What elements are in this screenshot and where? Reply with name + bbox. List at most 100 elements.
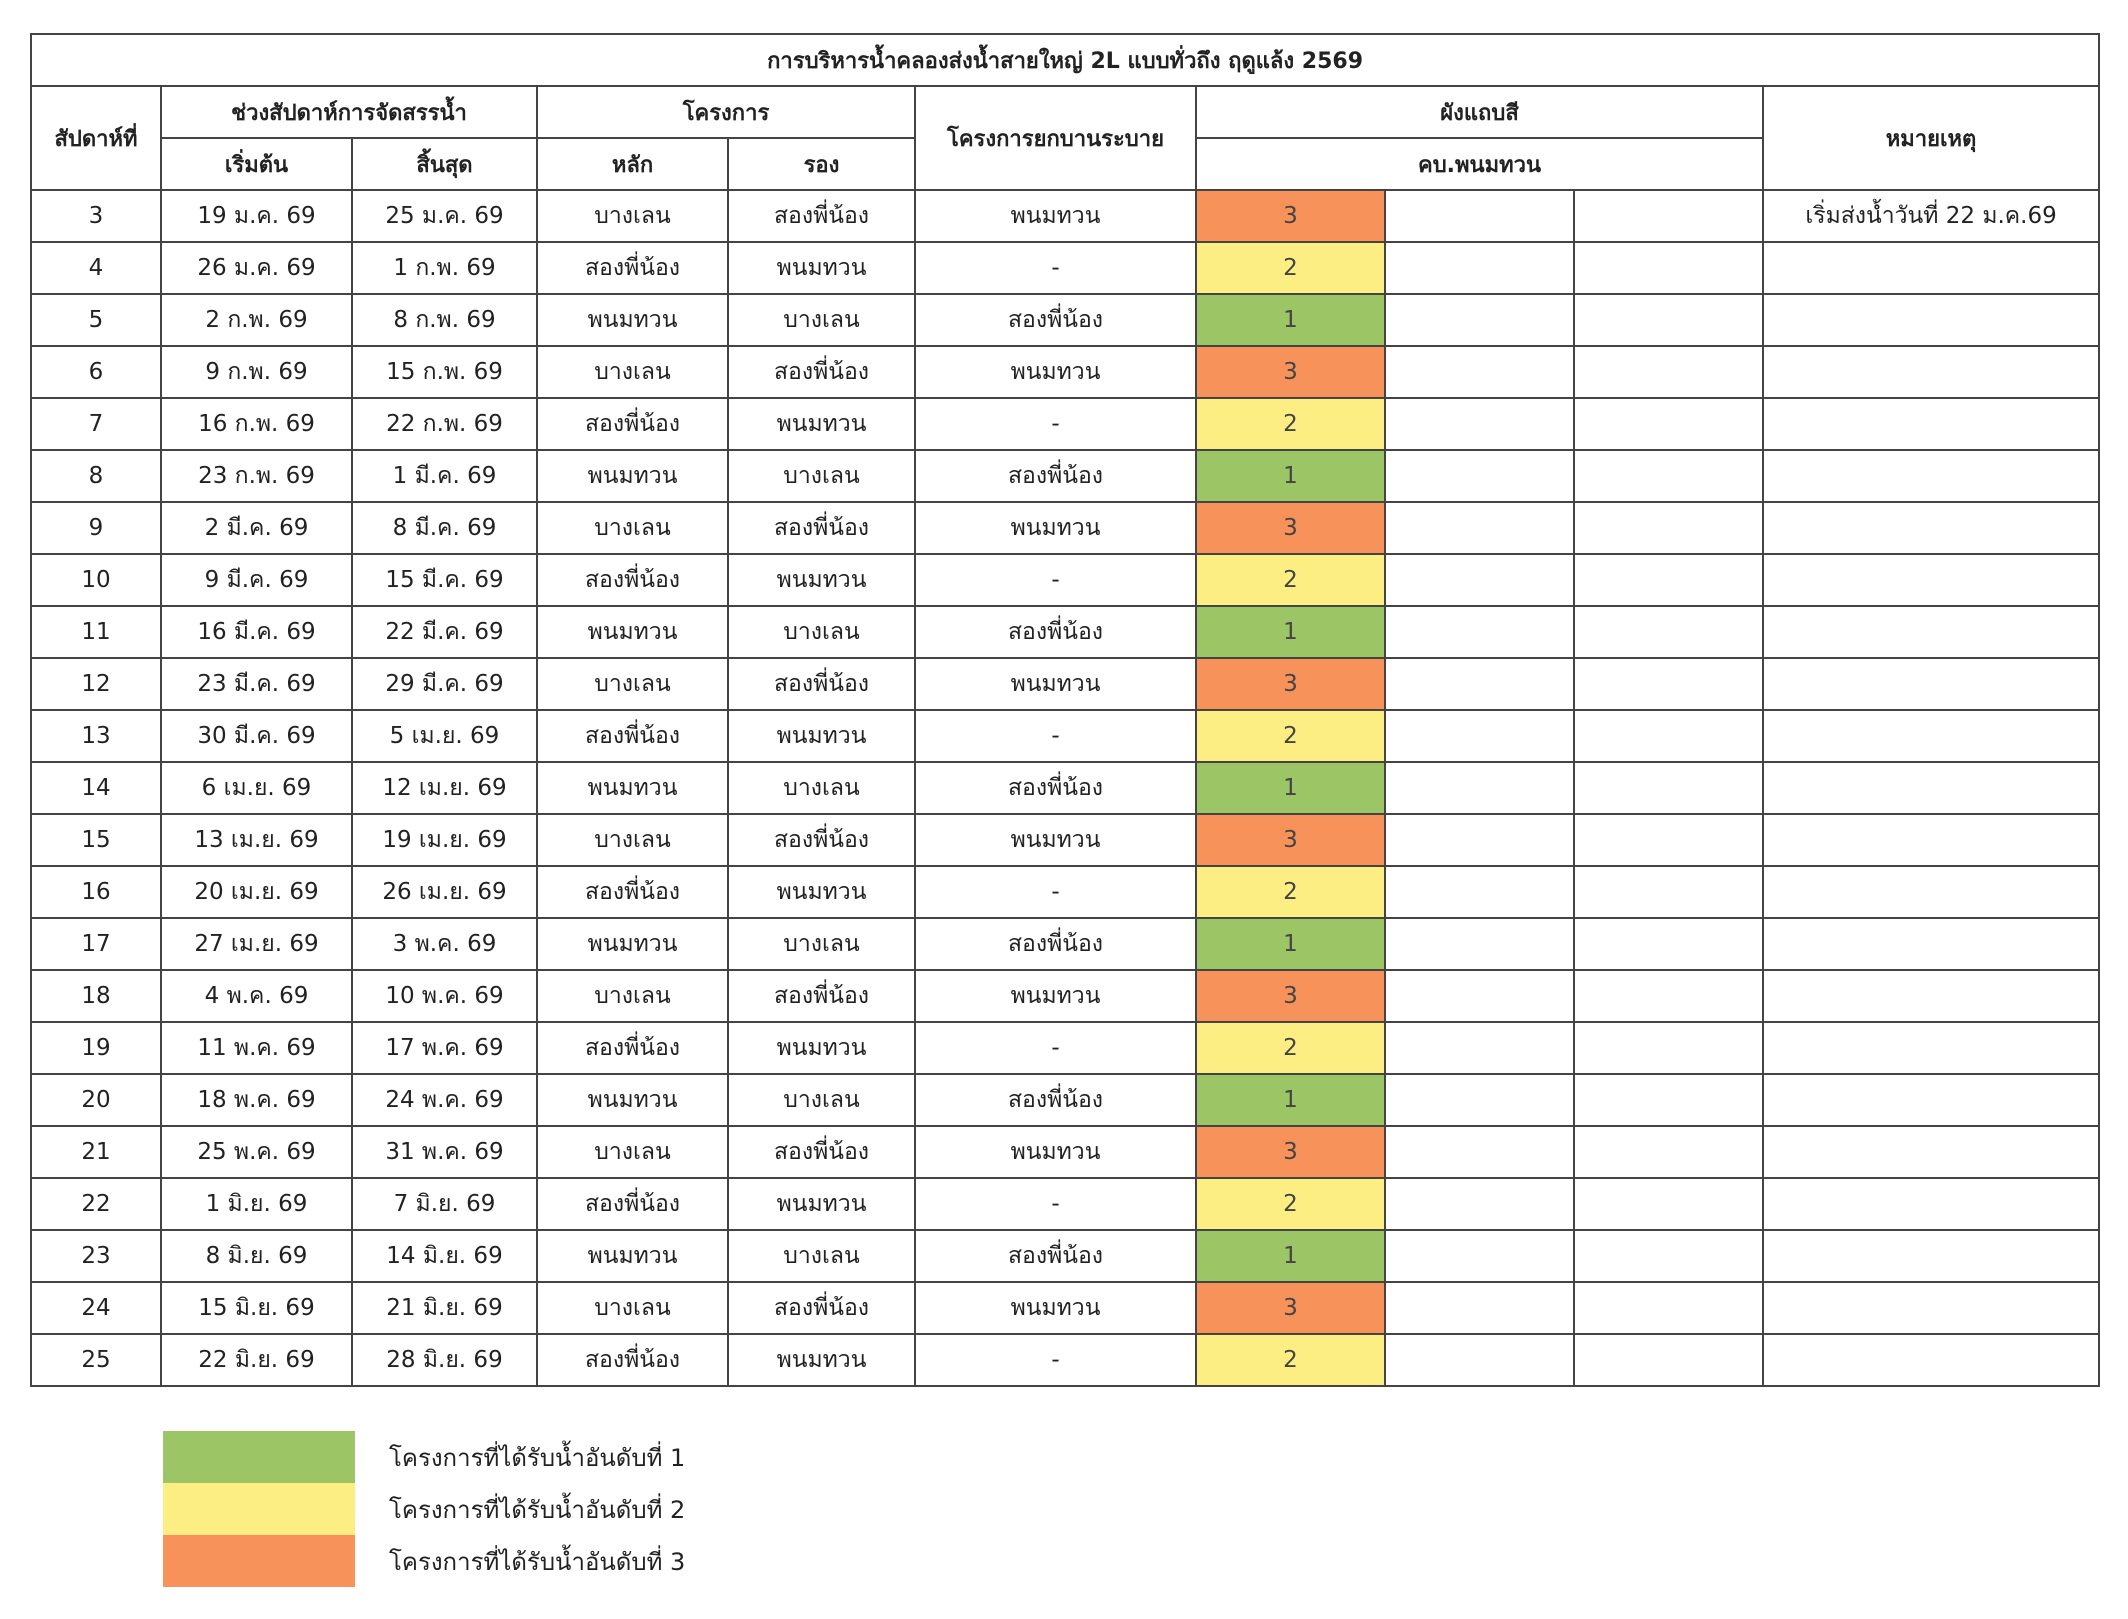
secondary-project-cell: สองพี่น้อง	[727, 1125, 916, 1179]
end-date-cell: 24 พ.ค. 69	[351, 1073, 538, 1127]
rank-color-cell: 3	[1195, 1125, 1386, 1179]
table-row: 13 30 มี.ค. 69 5 เม.ย. 69 สองพี่น้อง พนมทวน -…	[30, 709, 2101, 763]
secondary-project-cell: สองพี่น้อง	[727, 657, 916, 711]
start-date-cell: 18 พ.ค. 69	[160, 1073, 353, 1127]
remark-cell	[1761, 1177, 2101, 1231]
remark-cell	[1761, 397, 2101, 451]
end-date-cell: 1 ก.พ. 69	[351, 241, 538, 295]
start-date-cell: 15 มิ.ย. 69	[160, 1281, 353, 1335]
secondary-project-cell: พนมทวน	[727, 1333, 916, 1387]
table-row: 19 11 พ.ค. 69 17 พ.ค. 69 สองพี่น้อง พนมทวน -2	[30, 1021, 2101, 1075]
color-cell-empty	[1384, 761, 1575, 815]
table-row: 16 20 เม.ย. 69 26 เม.ย. 69 สองพี่น้อง พนมทวน…	[30, 865, 2101, 919]
color-cell-empty	[1573, 1333, 1764, 1387]
rank-color-cell: 1	[1195, 1229, 1386, 1283]
rank-color-cell: 1	[1195, 1073, 1386, 1127]
rank-color-cell: 1	[1195, 293, 1386, 347]
pump-project-cell: พนมทวน	[914, 501, 1197, 555]
start-date-cell: 20 เม.ย. 69	[160, 865, 353, 919]
color-cell-empty	[1384, 657, 1575, 711]
header-start: เริ่มต้น	[160, 137, 353, 191]
table-row: 18 4 พ.ค. 69 10 พ.ค. 69 บางเลน สองพี่น้อง พนม…	[30, 969, 2101, 1023]
start-date-cell: 25 พ.ค. 69	[160, 1125, 353, 1179]
pump-project-cell: พนมทวน	[914, 189, 1197, 243]
remark-cell	[1761, 1073, 2101, 1127]
secondary-project-cell: สองพี่น้อง	[727, 1281, 916, 1335]
start-date-cell: 16 มี.ค. 69	[160, 605, 353, 659]
color-cell-empty	[1384, 917, 1575, 971]
remark-cell	[1761, 501, 2101, 555]
table-row: 23 8 มิ.ย. 69 14 มิ.ย. 69 พนมทวน บางเลน สองพี…	[30, 1229, 2101, 1283]
rank-color-cell: 3	[1195, 189, 1386, 243]
start-date-cell: 26 ม.ค. 69	[160, 241, 353, 295]
secondary-project-cell: บางเลน	[727, 605, 916, 659]
color-cell-empty	[1384, 501, 1575, 555]
rank-color-cell: 3	[1195, 657, 1386, 711]
secondary-project-cell: บางเลน	[727, 293, 916, 347]
header-week: สัปดาห์ที่	[30, 85, 162, 191]
remark-cell	[1761, 241, 2101, 295]
end-date-cell: 1 มี.ค. 69	[351, 449, 538, 503]
header-color-chart: ผังแถบสี	[1195, 85, 1764, 139]
end-date-cell: 5 เม.ย. 69	[351, 709, 538, 763]
pump-project-cell: -	[914, 1333, 1197, 1387]
main-project-cell: บางเลน	[536, 1281, 729, 1335]
end-date-cell: 31 พ.ค. 69	[351, 1125, 538, 1179]
main-project-cell: สองพี่น้อง	[536, 865, 729, 919]
main-project-cell: สองพี่น้อง	[536, 553, 729, 607]
rank-color-cell: 2	[1195, 241, 1386, 295]
rank-color-cell: 2	[1195, 865, 1386, 919]
header-main: หลัก	[536, 137, 729, 191]
secondary-project-cell: บางเลน	[727, 1229, 916, 1283]
remark-cell	[1761, 449, 2101, 503]
main-project-cell: บางเลน	[536, 813, 729, 867]
start-date-cell: 19 ม.ค. 69	[160, 189, 353, 243]
end-date-cell: 21 มิ.ย. 69	[351, 1281, 538, 1335]
color-cell-empty	[1384, 865, 1575, 919]
color-cell-empty	[1573, 1073, 1764, 1127]
end-date-cell: 26 เม.ย. 69	[351, 865, 538, 919]
rank-color-cell: 1	[1195, 605, 1386, 659]
rank-color-cell: 2	[1195, 1021, 1386, 1075]
week-cell: 11	[30, 605, 162, 659]
color-cell-empty	[1384, 709, 1575, 763]
header-period: ช่วงสัปดาห์การจัดสรรน้ำ	[160, 85, 538, 139]
week-cell: 4	[30, 241, 162, 295]
pump-project-cell: พนมทวน	[914, 657, 1197, 711]
main-project-cell: บางเลน	[536, 501, 729, 555]
color-cell-empty	[1384, 241, 1575, 295]
pump-project-cell: -	[914, 1177, 1197, 1231]
remark-cell	[1761, 813, 2101, 867]
main-project-cell: พนมทวน	[536, 605, 729, 659]
main-project-cell: สองพี่น้อง	[536, 1177, 729, 1231]
color-legend: โครงการที่ได้รับน้ำอันดับที่ 1 โครงการที่…	[163, 1431, 685, 1587]
pump-project-cell: สองพี่น้อง	[914, 1073, 1197, 1127]
week-cell: 23	[30, 1229, 162, 1283]
legend-swatch	[163, 1483, 355, 1535]
color-cell-empty	[1384, 553, 1575, 607]
main-project-cell: พนมทวน	[536, 1229, 729, 1283]
rank-color-cell: 3	[1195, 501, 1386, 555]
header-canal: คบ.พนมทวน	[1195, 137, 1764, 191]
start-date-cell: 23 ก.พ. 69	[160, 449, 353, 503]
secondary-project-cell: สองพี่น้อง	[727, 813, 916, 867]
rank-color-cell: 3	[1195, 813, 1386, 867]
main-project-cell: บางเลน	[536, 657, 729, 711]
remark-cell	[1761, 1021, 2101, 1075]
color-cell-empty	[1384, 605, 1575, 659]
secondary-project-cell: พนมทวน	[727, 241, 916, 295]
color-cell-empty	[1573, 1177, 1764, 1231]
secondary-project-cell: บางเลน	[727, 1073, 916, 1127]
secondary-project-cell: บางเลน	[727, 917, 916, 971]
main-project-cell: สองพี่น้อง	[536, 1021, 729, 1075]
table-row: 8 23 ก.พ. 69 1 มี.ค. 69 พนมทวน บางเลน สองพี่น…	[30, 449, 2101, 503]
legend-item: โครงการที่ได้รับน้ำอันดับที่ 3	[163, 1535, 685, 1587]
main-project-cell: สองพี่น้อง	[536, 709, 729, 763]
pump-project-cell: สองพี่น้อง	[914, 761, 1197, 815]
color-cell-empty	[1573, 865, 1764, 919]
secondary-project-cell: พนมทวน	[727, 865, 916, 919]
end-date-cell: 10 พ.ค. 69	[351, 969, 538, 1023]
pump-project-cell: -	[914, 1021, 1197, 1075]
start-date-cell: 11 พ.ค. 69	[160, 1021, 353, 1075]
